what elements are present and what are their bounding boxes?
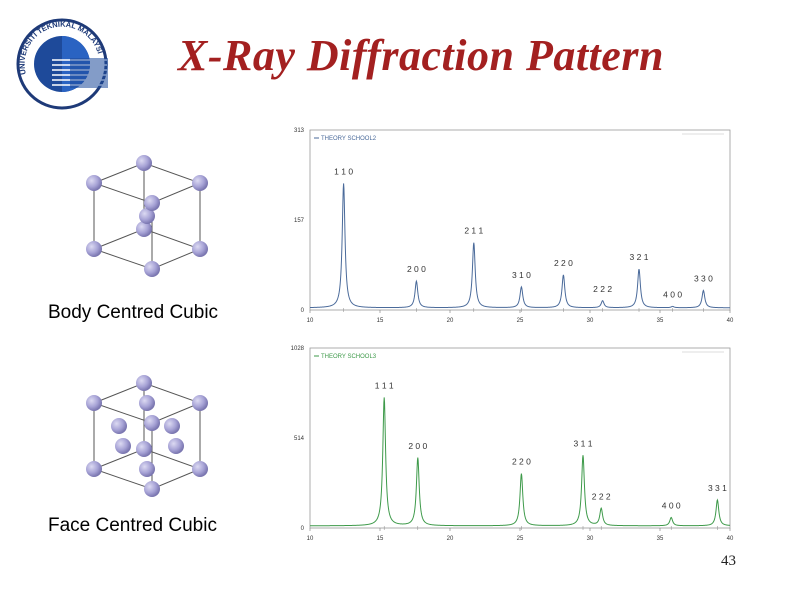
- face-center-atom: [111, 418, 127, 434]
- atom: [144, 195, 160, 211]
- page-number: 43: [721, 553, 736, 569]
- face-center-atom: [115, 438, 131, 454]
- peak-label: 2 2 2: [593, 284, 612, 294]
- peak-label: 2 2 0: [554, 258, 573, 268]
- atom: [192, 461, 208, 477]
- y-tick-label: 157: [294, 218, 305, 224]
- x-tick-label: 40: [727, 318, 734, 324]
- y-tick-label: 0: [301, 308, 305, 314]
- face-center-atom: [164, 418, 180, 434]
- atom: [192, 175, 208, 191]
- body-center-atom: [139, 208, 155, 224]
- atom: [136, 221, 152, 237]
- fcc-cube-diagram: [86, 375, 208, 497]
- x-tick-label: 40: [727, 536, 734, 542]
- peak-label: 3 1 1: [574, 438, 593, 448]
- diffraction-curve: [310, 397, 731, 527]
- atom: [86, 241, 102, 257]
- peak-label: 1 1 0: [334, 166, 353, 176]
- peak-label: 4 0 0: [662, 500, 681, 510]
- peak-label: 1 1 1: [375, 381, 394, 391]
- x-tick-label: 30: [587, 536, 594, 542]
- face-center-atom: [168, 438, 184, 454]
- atom: [136, 375, 152, 391]
- plot-frame: [309, 129, 731, 311]
- x-tick-label: 30: [587, 318, 594, 324]
- x-tick-label: 15: [377, 318, 384, 324]
- slide-title: X-Ray Diffraction Pattern: [178, 31, 664, 80]
- bcc-caption: Body Centred Cubic: [48, 302, 219, 323]
- university-logo: UNIVERSITI TEKNIKAL MALAYSIA MELAKA: [12, 14, 108, 110]
- x-tick-label: 20: [447, 536, 454, 542]
- peak-label: 2 2 0: [512, 457, 531, 467]
- x-tick-label: 35: [657, 536, 664, 542]
- peak-label: 2 2 2: [592, 492, 611, 502]
- atom: [86, 461, 102, 477]
- fcc-caption: Face Centred Cubic: [48, 515, 217, 536]
- diffraction-curve: [310, 183, 730, 309]
- y-tick-label: 0: [301, 526, 305, 532]
- atom: [136, 155, 152, 171]
- legend-label: THEORY SCHOOL2: [321, 136, 377, 142]
- bcc-xrd-chart: THEORY SCHOOL2 313 157 010 15 20 25 30 35 40 1 1 0…: [294, 128, 734, 324]
- atom: [192, 241, 208, 257]
- atom: [144, 261, 160, 277]
- peak-label: 3 3 0: [694, 273, 713, 283]
- peak-label: 4 0 0: [663, 290, 682, 300]
- atom: [86, 175, 102, 191]
- legend-label: THEORY SCHOOL3: [321, 354, 377, 360]
- x-tick-label: 25: [517, 318, 524, 324]
- y-tick-label: 313: [294, 128, 305, 134]
- bcc-cube-diagram: [86, 155, 208, 277]
- peak-label: 2 1 1: [464, 226, 483, 236]
- x-tick-label: 10: [307, 318, 314, 324]
- atom: [192, 395, 208, 411]
- atom: [144, 415, 160, 431]
- atom: [144, 481, 160, 497]
- x-tick-label: 20: [447, 318, 454, 324]
- atom: [136, 441, 152, 457]
- atom: [86, 395, 102, 411]
- face-center-atom: [139, 461, 155, 477]
- x-tick-label: 25: [517, 536, 524, 542]
- x-tick-label: 10: [307, 536, 314, 542]
- x-tick-label: 35: [657, 318, 664, 324]
- y-tick-label: 514: [294, 436, 305, 442]
- peak-label: 3 1 0: [512, 270, 531, 280]
- face-center-atom: [139, 395, 155, 411]
- peak-label: 3 3 1: [708, 483, 727, 493]
- peak-label: 2 0 0: [408, 441, 427, 451]
- peak-label: 2 0 0: [407, 264, 426, 274]
- fcc-xrd-chart: THEORY SCHOOL3 1028 514 010 15 20 25 30 35 40 1 1 …: [291, 346, 734, 542]
- x-tick-label: 15: [377, 536, 384, 542]
- peak-label: 3 2 1: [630, 252, 649, 262]
- y-tick-label: 1028: [291, 346, 305, 352]
